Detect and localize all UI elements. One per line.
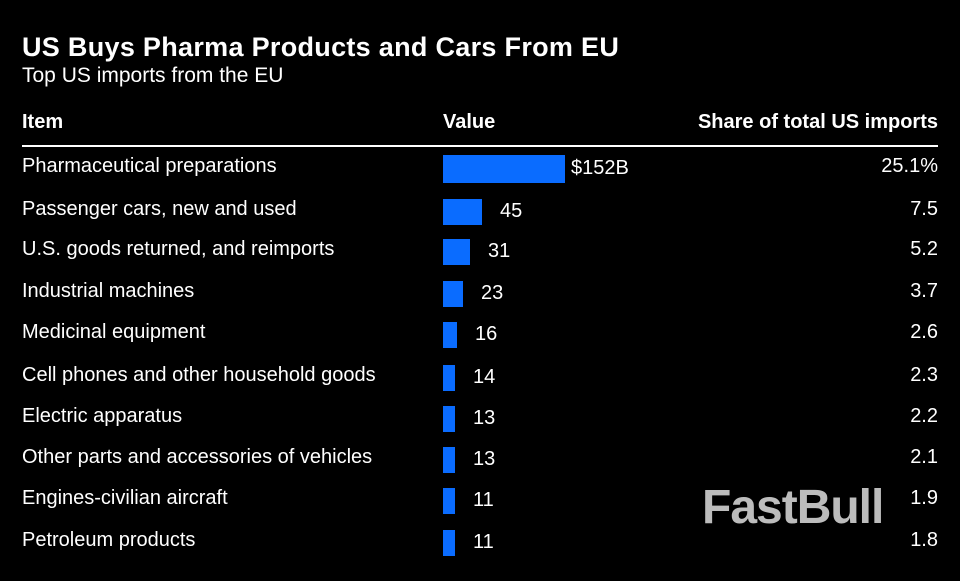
table-row: Cell phones and other household goods 14 2… [0, 364, 960, 416]
value-label: 13 [473, 448, 496, 470]
table-row: Engines-civilian aircraft 11 1.9 [0, 487, 960, 539]
value-bar [443, 199, 482, 225]
item-label: Industrial machines [22, 280, 195, 302]
header-rule [22, 145, 938, 147]
share-value: 7.5 [910, 198, 938, 220]
value-bar [443, 281, 463, 307]
value-label: $152B [571, 157, 629, 179]
share-value: 25.1% [881, 155, 938, 177]
table-row: Medicinal equipment 16 2.6 [0, 321, 960, 373]
share-value: 2.3 [910, 364, 938, 386]
header-item: Item [22, 111, 64, 133]
value-bar [443, 322, 457, 348]
chart-subtitle: Top US imports from the EU [22, 64, 284, 87]
value-label: 45 [500, 200, 523, 222]
share-value: 2.1 [910, 446, 938, 468]
table-row: Passenger cars, new and used 45 7.5 [0, 198, 960, 250]
item-label: Petroleum products [22, 529, 196, 551]
share-value: 1.8 [910, 529, 938, 551]
item-label: Medicinal equipment [22, 321, 206, 343]
value-label: 11 [473, 531, 494, 553]
share-value: 2.6 [910, 321, 938, 343]
value-bar [443, 406, 455, 432]
share-value: 3.7 [910, 280, 938, 302]
chart-title: US Buys Pharma Products and Cars From EU [22, 32, 620, 62]
value-bar [443, 488, 455, 514]
value-bar [443, 530, 455, 556]
value-label: 11 [473, 489, 494, 511]
table-row: Industrial machines 23 3.7 [0, 280, 960, 332]
value-label: 14 [473, 366, 496, 388]
header-value: Value [443, 111, 496, 133]
value-bar [443, 239, 470, 265]
share-value: 2.2 [910, 405, 938, 427]
item-label: U.S. goods returned, and reimports [22, 238, 335, 260]
item-label: Cell phones and other household goods [22, 364, 376, 386]
value-bar [443, 155, 565, 183]
share-value: 1.9 [910, 487, 938, 509]
share-value: 5.2 [910, 238, 938, 260]
table-row: Petroleum products 11 1.8 [0, 529, 960, 581]
value-label: 13 [473, 407, 496, 429]
header-share: Share of total US imports [697, 111, 938, 133]
table-row: Electric apparatus 13 2.2 [0, 405, 960, 457]
value-label: 23 [481, 282, 504, 304]
value-bar [443, 365, 455, 391]
table-row: Other parts and accessories of vehicles 1… [0, 446, 960, 498]
table-row: Pharmaceutical preparations $152B 25.1% [0, 155, 960, 207]
watermark-logo: FastBull [702, 481, 884, 534]
item-label: Engines-civilian aircraft [22, 487, 228, 509]
value-label: 16 [475, 323, 498, 345]
item-label: Passenger cars, new and used [22, 198, 297, 220]
table-row: U.S. goods returned, and reimports 31 5.2 [0, 238, 960, 290]
item-label: Pharmaceutical preparations [22, 155, 277, 177]
value-bar [443, 447, 455, 473]
value-label: 31 [488, 240, 511, 262]
item-label: Other parts and accessories of vehicles [22, 446, 373, 468]
item-label: Electric apparatus [22, 405, 183, 427]
